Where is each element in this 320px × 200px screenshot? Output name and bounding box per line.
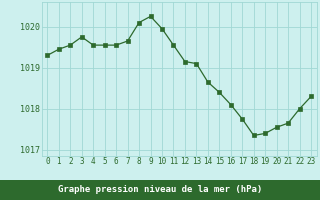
Text: Graphe pression niveau de la mer (hPa): Graphe pression niveau de la mer (hPa)	[58, 186, 262, 194]
